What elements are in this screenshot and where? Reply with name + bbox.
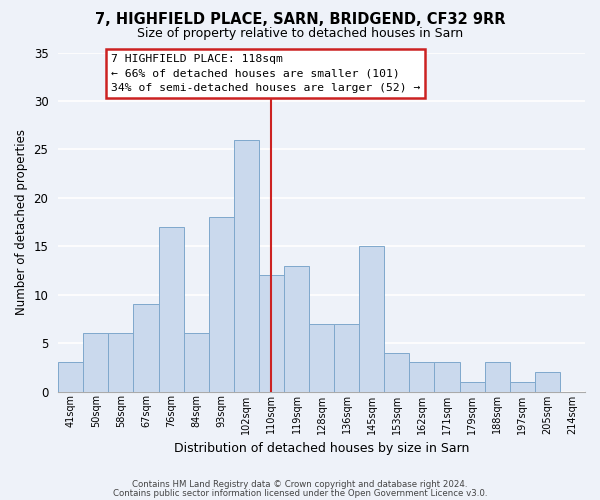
Bar — [334, 324, 359, 392]
Text: Size of property relative to detached houses in Sarn: Size of property relative to detached ho… — [137, 28, 463, 40]
Bar — [284, 266, 309, 392]
Bar — [58, 362, 83, 392]
Bar — [234, 140, 259, 392]
Bar — [184, 334, 209, 392]
Y-axis label: Number of detached properties: Number of detached properties — [15, 129, 28, 315]
Bar — [109, 334, 133, 392]
Bar — [209, 217, 234, 392]
Text: 7, HIGHFIELD PLACE, SARN, BRIDGEND, CF32 9RR: 7, HIGHFIELD PLACE, SARN, BRIDGEND, CF32… — [95, 12, 505, 28]
X-axis label: Distribution of detached houses by size in Sarn: Distribution of detached houses by size … — [174, 442, 469, 455]
Bar — [133, 304, 158, 392]
Bar — [434, 362, 460, 392]
Bar — [460, 382, 485, 392]
Text: Contains HM Land Registry data © Crown copyright and database right 2024.: Contains HM Land Registry data © Crown c… — [132, 480, 468, 489]
Bar — [510, 382, 535, 392]
Bar — [259, 276, 284, 392]
Bar — [359, 246, 384, 392]
Bar — [384, 353, 409, 392]
Bar — [158, 227, 184, 392]
Text: Contains public sector information licensed under the Open Government Licence v3: Contains public sector information licen… — [113, 488, 487, 498]
Bar — [485, 362, 510, 392]
Text: 7 HIGHFIELD PLACE: 118sqm
← 66% of detached houses are smaller (101)
34% of semi: 7 HIGHFIELD PLACE: 118sqm ← 66% of detac… — [111, 54, 420, 93]
Bar — [409, 362, 434, 392]
Bar — [535, 372, 560, 392]
Bar — [83, 334, 109, 392]
Bar — [309, 324, 334, 392]
